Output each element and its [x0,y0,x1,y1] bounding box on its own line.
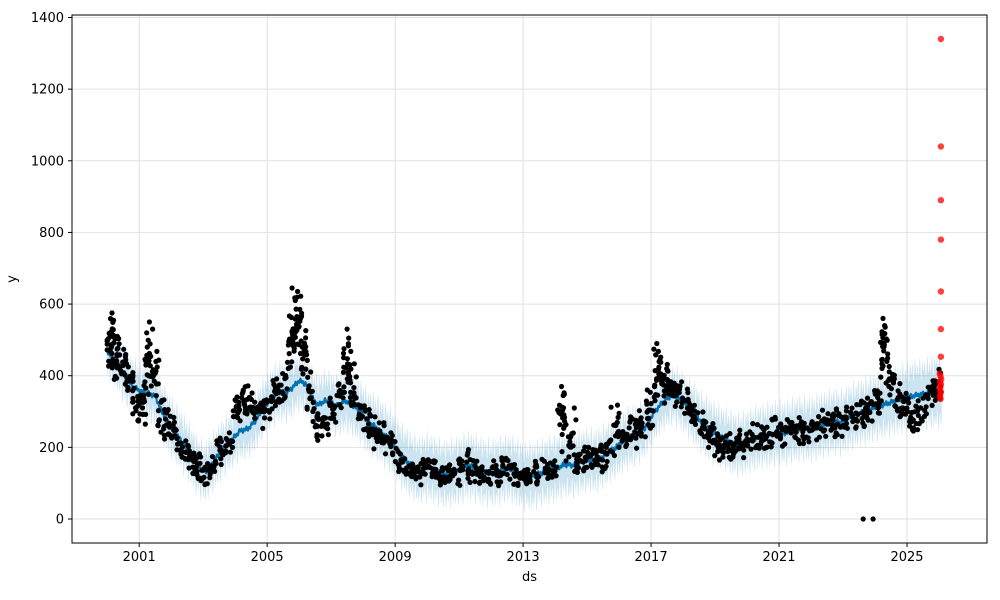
anomalies-scatter [936,35,945,403]
y-tick-label: 1000 [31,154,64,169]
x-tick-label: 2009 [379,550,412,565]
x-tick-label: 2001 [123,550,156,565]
y-tick-label: 0 [56,513,64,528]
x-axis: 2001 2005 2009 2013 2017 2021 2025 [123,543,924,565]
plot-border [71,14,988,544]
x-tick-label: 2025 [890,550,923,565]
x-axis-label: ds [522,570,537,585]
y-axis: 0 200 400 600 800 1000 1200 1400 [31,11,72,528]
uncertainty-band [107,325,942,514]
x-tick-label: 2005 [251,550,284,565]
y-axis-label: y [5,275,20,283]
x-tick-label: 2017 [635,550,668,565]
y-tick-label: 600 [39,298,64,313]
y-tick-label: 800 [39,226,64,241]
grid [72,15,987,543]
y-tick-label: 200 [39,441,64,456]
observations-scatter [104,285,944,522]
x-tick-label: 2021 [762,550,795,565]
x-tick-label: 2013 [507,550,540,565]
y-tick-label: 1400 [31,11,64,26]
y-tick-label: 1200 [31,83,64,98]
y-tick-label: 400 [39,369,64,384]
